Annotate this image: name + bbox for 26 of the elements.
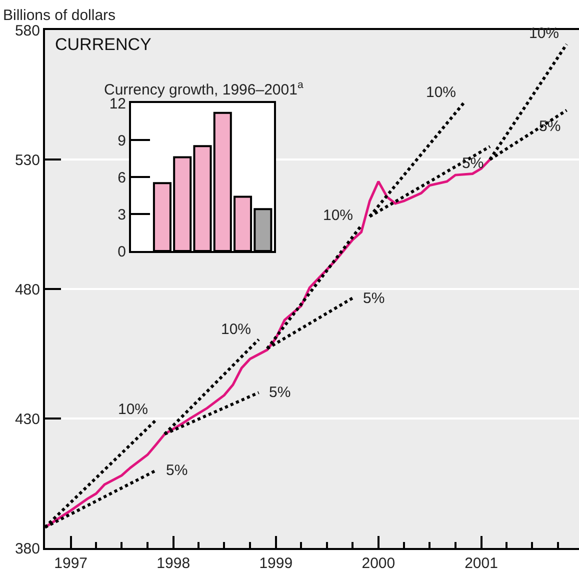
chart-title: CURRENCY	[55, 35, 152, 54]
y-tick-label: 480	[14, 281, 40, 298]
y-tick-label: 430	[14, 410, 40, 428]
x-tick-label: 2000	[362, 555, 396, 572]
y-tick-label: 530	[14, 152, 40, 169]
y-tick-label: 580	[14, 22, 40, 40]
series-label: 10%	[323, 207, 354, 224]
y-tick-label: 3	[118, 206, 126, 224]
series-label: 10%	[529, 25, 560, 42]
y-tick-label: 6	[118, 169, 126, 186]
x-tick-label: 2001	[464, 555, 498, 572]
y-tick-label: 380	[14, 540, 40, 558]
series-label: 10%	[426, 84, 456, 101]
series-label: 5%	[539, 118, 561, 135]
series-label: 5%	[363, 290, 385, 307]
x-tick-label: 1998	[156, 555, 190, 572]
y-axis-title: Billions of dollars	[3, 7, 116, 24]
y-tick-label: 0	[118, 243, 126, 260]
series-label: 10%	[221, 321, 252, 338]
series-label: 5%	[462, 155, 484, 172]
series-label: 5%	[166, 462, 188, 479]
series-label: 5%	[269, 384, 291, 401]
x-tick-label: 1999	[259, 555, 293, 572]
series-label: 10%	[118, 401, 148, 418]
x-tick-label: 1997	[54, 555, 88, 572]
y-tick-label: 9	[118, 132, 126, 150]
